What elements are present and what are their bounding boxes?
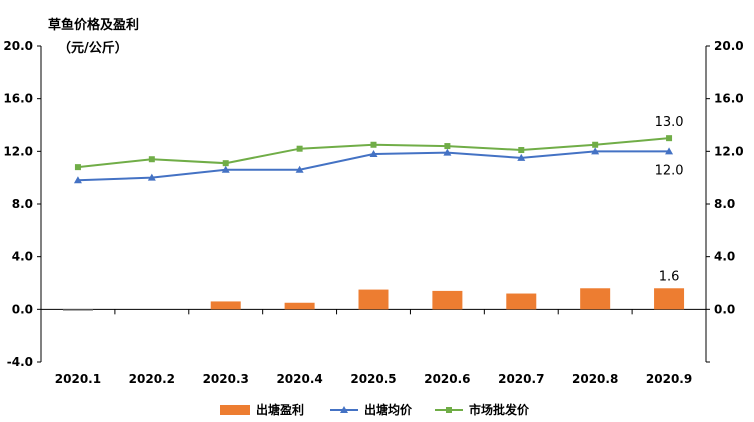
x-tick-label: 2020.9 [646,372,692,386]
triangle-marker [517,153,526,161]
right-tick-label: 12.0 [714,144,744,158]
bar [284,302,315,310]
legend-label: 市场批发价 [469,402,530,417]
bar [432,290,463,310]
square-marker [518,147,525,154]
square-marker [592,141,599,148]
square-marker [222,160,229,167]
triangle-marker [665,147,674,155]
square-marker [666,135,673,142]
bar [506,293,537,310]
triangle-marker [221,165,230,173]
bar-data-label: 1.6 [659,269,680,284]
square-marker [446,407,452,413]
bar [210,301,241,310]
square-marker [74,164,81,171]
legend-label: 出塘均价 [364,402,413,417]
triangle-marker [340,406,348,413]
left-tick-label: 20.0 [3,39,33,53]
right-tick-label: 16.0 [714,92,744,106]
x-tick-label: 2020.2 [129,372,175,386]
unit-label: （元/公斤） [58,41,128,56]
left-tick-label: 4.0 [12,250,33,264]
left-tick-label: 8.0 [12,197,33,211]
triangle-marker [73,176,82,184]
square-marker [444,143,451,150]
right-tick-label: 0.0 [714,302,735,316]
bar [358,289,389,310]
x-tick-label: 2020.4 [276,372,322,386]
right-tick-label: 4.0 [714,250,735,264]
triangle-marker [295,165,304,173]
legend-bar-swatch [220,405,250,415]
left-tick-label: -4.0 [7,355,33,369]
bar [580,288,611,310]
avg-price-data-label: 12.0 [655,163,684,178]
x-tick-label: 2020.5 [350,372,396,386]
x-tick-label: 2020.6 [424,372,470,386]
triangle-marker [147,173,156,181]
right-tick-label: 20.0 [714,39,744,53]
x-tick-label: 2020.1 [55,372,101,386]
triangle-marker [591,147,600,155]
square-marker [148,156,155,163]
right-tick-label: 8.0 [714,197,735,211]
legend-label: 出塘盈利 [256,402,304,417]
bar [62,309,93,311]
x-tick-label: 2020.3 [203,372,249,386]
bar [654,288,685,310]
triangle-marker [443,148,452,156]
triangle-marker [369,149,378,157]
wholesale-data-label: 13.0 [655,115,684,130]
x-tick-label: 2020.8 [572,372,618,386]
left-tick-label: 0.0 [12,302,33,316]
x-tick-label: 2020.7 [498,372,544,386]
left-tick-label: 16.0 [3,92,33,106]
square-marker [370,141,377,148]
square-marker [296,145,303,152]
chart-title: 草鱼价格及盈利 [48,18,140,33]
left-tick-label: 12.0 [3,144,33,158]
